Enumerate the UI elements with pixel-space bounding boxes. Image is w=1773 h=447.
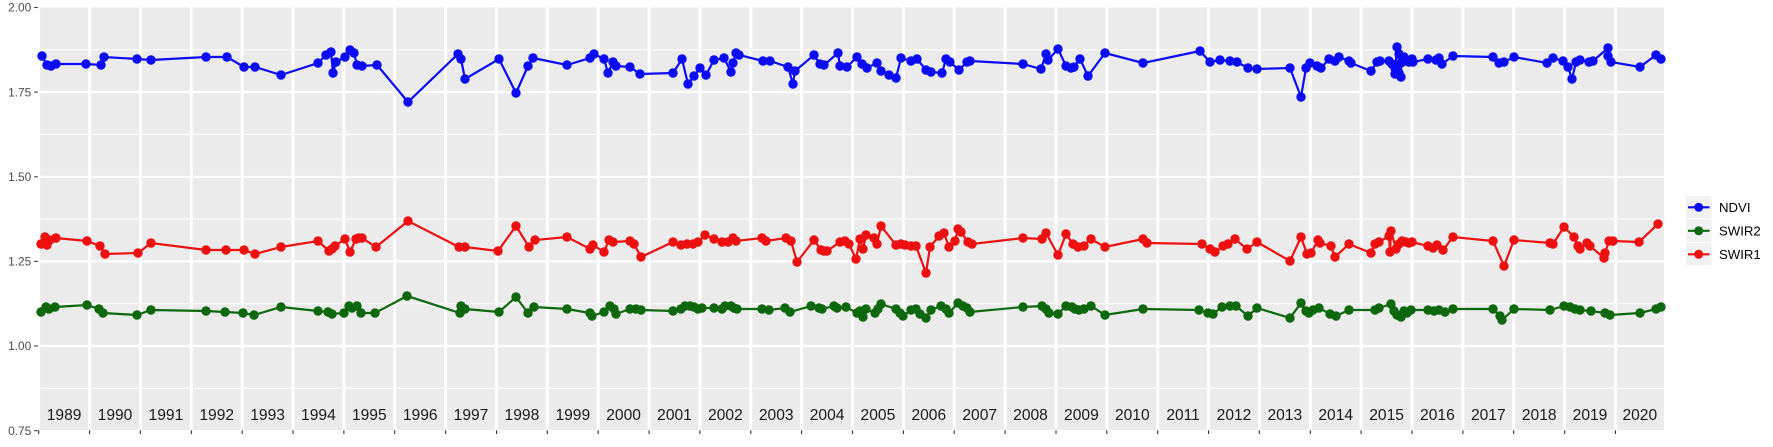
svg-text:2020: 2020 — [1622, 407, 1657, 424]
svg-text:NDVI: NDVI — [1719, 200, 1751, 215]
svg-text:2006: 2006 — [911, 407, 946, 424]
svg-text:0.75: 0.75 — [8, 424, 32, 438]
svg-text:2013: 2013 — [1267, 407, 1302, 424]
svg-text:1989: 1989 — [47, 407, 82, 424]
svg-text:2010: 2010 — [1115, 407, 1150, 424]
svg-text:2002: 2002 — [708, 407, 743, 424]
svg-text:2007: 2007 — [962, 407, 997, 424]
svg-text:1994: 1994 — [301, 407, 336, 424]
svg-text:1996: 1996 — [403, 407, 438, 424]
svg-text:2008: 2008 — [1013, 407, 1048, 424]
svg-text:2000: 2000 — [606, 407, 641, 424]
svg-text:2016: 2016 — [1420, 407, 1455, 424]
svg-text:SWIR1: SWIR1 — [1719, 247, 1761, 262]
svg-text:2001: 2001 — [657, 407, 692, 424]
svg-text:1998: 1998 — [505, 407, 540, 424]
svg-text:1991: 1991 — [149, 407, 184, 424]
svg-text:2004: 2004 — [810, 407, 845, 424]
svg-text:1995: 1995 — [352, 407, 387, 424]
svg-text:1999: 1999 — [555, 407, 590, 424]
svg-text:2019: 2019 — [1573, 407, 1608, 424]
svg-text:SWIR2: SWIR2 — [1719, 223, 1761, 238]
svg-text:1997: 1997 — [454, 407, 489, 424]
svg-text:2017: 2017 — [1471, 407, 1506, 424]
svg-text:2011: 2011 — [1166, 407, 1200, 424]
svg-text:1.00: 1.00 — [8, 339, 32, 353]
svg-text:1992: 1992 — [199, 407, 234, 424]
svg-text:1990: 1990 — [98, 407, 133, 424]
svg-text:1993: 1993 — [250, 407, 285, 424]
svg-text:1.50: 1.50 — [8, 170, 32, 184]
svg-text:1.75: 1.75 — [8, 85, 32, 99]
svg-text:2012: 2012 — [1217, 407, 1252, 424]
svg-text:2014: 2014 — [1318, 407, 1353, 424]
svg-text:2009: 2009 — [1064, 407, 1099, 424]
svg-text:2015: 2015 — [1369, 407, 1404, 424]
svg-text:2003: 2003 — [759, 407, 794, 424]
svg-text:2005: 2005 — [861, 407, 896, 424]
svg-text:1.25: 1.25 — [8, 255, 32, 269]
svg-text:2.00: 2.00 — [8, 1, 32, 15]
svg-text:2018: 2018 — [1522, 407, 1557, 424]
